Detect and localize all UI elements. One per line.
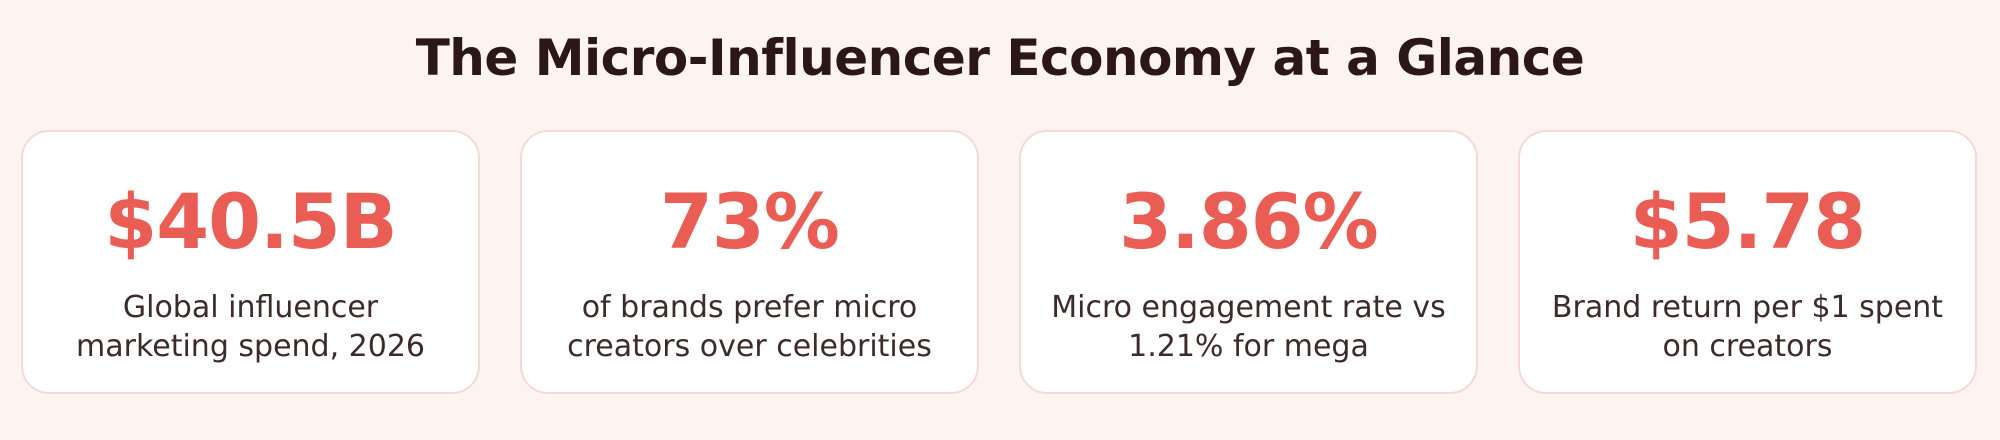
stat-label: of brands prefer micro creators over cel… [567,290,932,364]
stat-value: 3.86% [1119,177,1379,266]
stat-value: $40.5B [104,177,397,266]
stat-card-return: $5.78 Brand return per $1 spent on creat… [1518,130,1977,394]
stat-label: Micro engagement rate vs 1.21% for mega [1051,290,1446,364]
stat-card-spend: $40.5B Global influencer marketing spend… [21,130,480,394]
stat-label: Brand return per $1 spent on creators [1551,290,1944,364]
stat-label: Global influencer marketing spend, 2026 [76,290,425,364]
stat-cards: $40.5B Global influencer marketing spend… [21,130,1981,394]
stat-card-engagement: 3.86% Micro engagement rate vs 1.21% for… [1019,130,1478,394]
stat-value: 73% [660,177,840,266]
page-title: The Micro-Influencer Economy at a Glance [415,29,1585,87]
stat-value: $5.78 [1629,177,1866,266]
stat-card-brand-preference: 73% of brands prefer micro creators over… [520,130,979,394]
